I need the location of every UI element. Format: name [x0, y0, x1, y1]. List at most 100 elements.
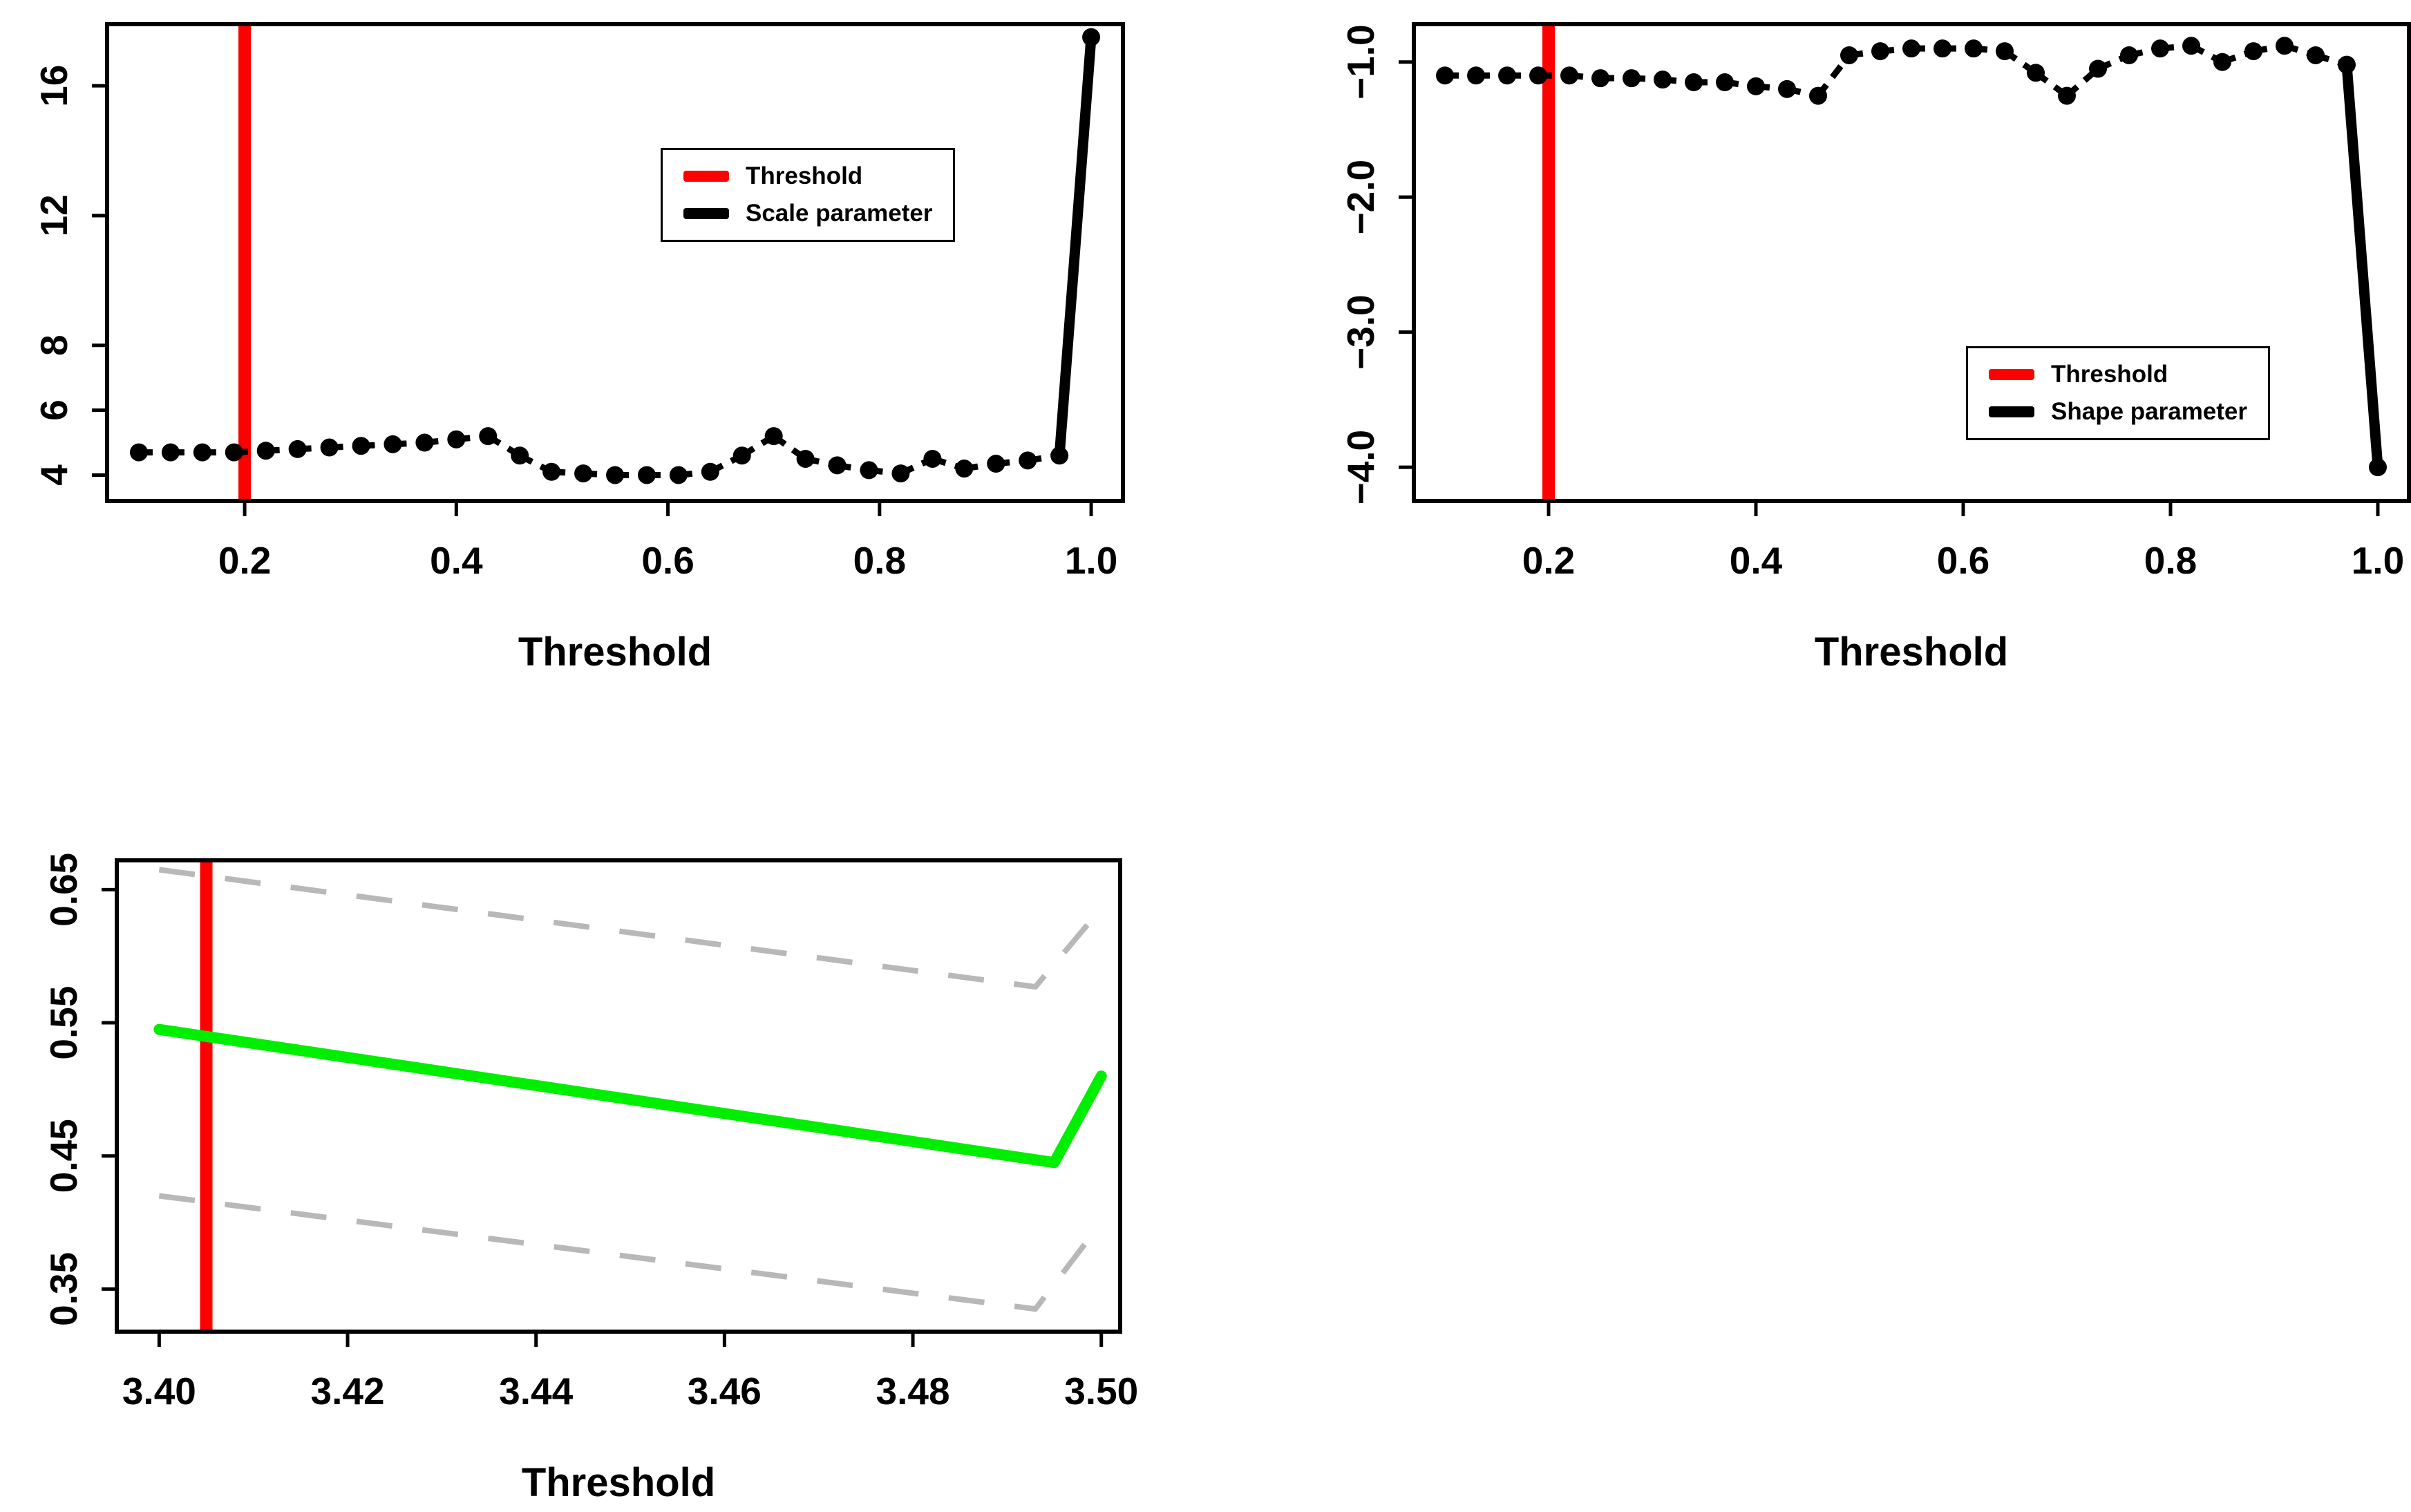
data-point	[860, 461, 878, 480]
scale-parameter-plot-canvas: 0.2 0.4 0.6 0.8 1.0 4 6 8 12 16	[32, 22, 1125, 582]
plot-border	[1412, 22, 2411, 503]
data-point	[352, 437, 370, 455]
y-tick-label: 0.55	[42, 986, 85, 1060]
y-tick-label: 4	[32, 464, 75, 486]
x-tick-label: 0.2	[218, 539, 271, 582]
series-dashed-line	[158, 1193, 1104, 1312]
data-point	[1560, 66, 1578, 85]
data-point	[511, 446, 529, 465]
series-segment	[1054, 37, 1097, 456]
data-point	[1498, 66, 1516, 85]
data-point	[1019, 451, 1037, 470]
x-tick-label: 0.6	[641, 539, 694, 582]
scale-parameter-chart: 0.2 0.4 0.6 0.8 1.0 4 6 8 12 16 Threshold Scale p…	[28, 14, 1144, 705]
data-point	[987, 455, 1005, 473]
y-tick-label: 0.35	[42, 1252, 85, 1326]
x-tick-label: 3.40	[122, 1370, 196, 1412]
y-tick-label: −4.0	[1339, 430, 1382, 505]
y-tick-label: −1.0	[1339, 24, 1382, 100]
data-point	[2151, 39, 2169, 58]
data-point	[2089, 59, 2107, 78]
scale-plot-legend: Threshold Scale parameter	[661, 148, 956, 242]
series-segment	[2341, 64, 2383, 468]
x-axis-label-estimate-chart: Threshold	[521, 1460, 716, 1505]
x-tick-label: 0.6	[1937, 539, 1989, 582]
shape-parameter-chart: 0.2 0.4 0.6 0.8 1.0 −4.0 −3.0 −2.0 −1.0 Threshol…	[1334, 14, 2411, 705]
x-tick-label: 0.4	[430, 539, 483, 582]
data-point	[447, 430, 466, 448]
data-point	[606, 466, 624, 484]
legend-entry-threshold: Threshold	[683, 162, 932, 190]
data-point	[2276, 37, 2294, 55]
y-tick-label: 12	[32, 194, 75, 236]
x-tick-label: 0.2	[1522, 539, 1575, 582]
data-point	[1654, 70, 1672, 89]
y-tick-label: 16	[32, 65, 75, 107]
legend-label-threshold: Threshold	[746, 162, 863, 189]
data-point	[764, 427, 783, 446]
estimate-plot-canvas: 3.40 3.42 3.44 3.46 3.48 3.50 0.35 0.45 0.55 0.65	[42, 853, 1138, 1412]
x-tick-label: 3.46	[688, 1370, 762, 1412]
data-point	[891, 464, 910, 483]
data-point	[574, 464, 593, 483]
data-point	[129, 443, 148, 462]
data-point	[415, 433, 434, 452]
data-point	[1933, 39, 1951, 58]
data-point	[1902, 39, 1920, 58]
data-point	[732, 446, 751, 465]
data-point	[1529, 66, 1547, 85]
data-point	[669, 466, 688, 484]
x-axis-label-shape-chart: Threshold	[1814, 630, 2009, 674]
data-point	[2027, 64, 2045, 82]
y-tick-label: −2.0	[1339, 160, 1382, 235]
scale-parameter-swatch	[683, 208, 729, 219]
plot-border	[115, 858, 1122, 1334]
data-point	[701, 462, 719, 481]
x-tick-label: 0.8	[853, 539, 906, 582]
data-point	[2058, 86, 2076, 105]
legend-label-scale-parameter: Scale parameter	[746, 200, 933, 227]
x-tick-label: 0.8	[2144, 539, 2197, 582]
x-tick-label: 0.4	[1730, 539, 1783, 582]
y-tick-label: 0.65	[42, 853, 85, 927]
plot-border	[105, 22, 1125, 503]
x-tick-label: 3.42	[311, 1370, 385, 1412]
shape-parameter-plot-canvas: 0.2 0.4 0.6 0.8 1.0 −4.0 −3.0 −2.0 −1.0	[1339, 22, 2411, 582]
data-point	[1716, 73, 1734, 92]
legend-entry-shape-parameter: Shape parameter	[1989, 398, 2247, 426]
data-point	[288, 440, 307, 458]
x-tick-label: 1.0	[1065, 539, 1117, 582]
data-point	[2307, 46, 2325, 64]
data-point	[1747, 77, 1765, 95]
data-point	[1996, 42, 2014, 61]
data-point	[923, 449, 942, 468]
data-point	[637, 466, 656, 484]
data-point	[320, 438, 339, 457]
data-point	[1965, 39, 1983, 58]
estimate-vs-threshold-chart: 3.40 3.42 3.44 3.46 3.48 3.50 0.35 0.45 0.55 0.65…	[38, 850, 1144, 1512]
data-point	[955, 460, 974, 478]
legend-entry-threshold: Threshold	[1989, 361, 2247, 388]
data-point	[1871, 42, 1889, 61]
x-axis-label-scale-chart: Threshold	[518, 630, 712, 674]
data-point	[2338, 55, 2356, 74]
data-point	[1685, 73, 1703, 92]
data-point	[1082, 28, 1101, 46]
shape-plot-legend: Threshold Shape parameter	[1966, 346, 2271, 440]
data-point	[225, 443, 243, 462]
data-point	[1623, 69, 1641, 88]
threshold-line-swatch	[683, 171, 729, 182]
data-point	[256, 442, 275, 460]
x-tick-label: 3.44	[499, 1370, 573, 1412]
data-point	[1591, 69, 1609, 88]
y-tick-label: 6	[32, 399, 75, 421]
data-point	[2244, 42, 2262, 61]
shape-parameter-swatch	[1989, 406, 2034, 417]
data-point	[1436, 66, 1454, 85]
data-point	[161, 443, 180, 462]
data-point	[542, 462, 561, 481]
y-tick-label: 0.45	[42, 1119, 85, 1193]
data-point	[2182, 37, 2200, 55]
x-tick-label: 1.0	[2352, 539, 2404, 582]
y-tick-label: −3.0	[1339, 294, 1382, 370]
